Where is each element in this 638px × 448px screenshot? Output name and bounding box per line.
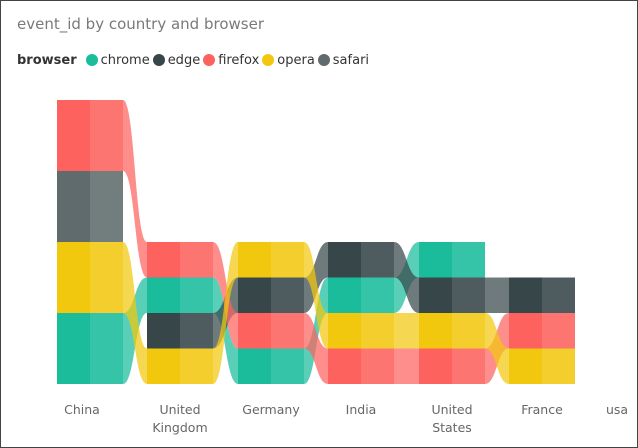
bar-segment-opera[interactable] [419,313,485,349]
ribbon-firefox[interactable] [394,348,419,385]
bar-segment-shade [271,313,304,349]
ribbon-opera[interactable] [485,313,509,384]
bar-segment-chrome[interactable] [57,313,123,384]
legend-label: firefox [218,52,260,68]
bar-segment-shade [180,348,213,384]
bar-segment-edge[interactable] [419,277,485,314]
legend-item-firefox[interactable]: firefox [203,53,259,68]
bar-segment-shade [452,313,485,349]
ribbon-opera[interactable] [123,242,147,384]
bar-segment-shade [361,242,394,278]
legend-item-safari[interactable]: safari [317,52,370,68]
bar-segment-shade [452,348,485,384]
bar-segment-shade [361,313,394,349]
legend-marker [203,54,216,66]
ribbon-layer [123,100,509,384]
bar-segment-firefox[interactable] [238,313,304,349]
bar-segment-shade [271,348,304,384]
x-tick-label-line: India [346,402,377,417]
bar-segment-chrome[interactable] [238,348,304,385]
x-tick-label: China [64,402,100,417]
bar-segment-firefox[interactable] [57,100,123,171]
bar-segment-chrome[interactable] [419,242,485,278]
bar-layer [57,100,575,384]
ribbon-edge[interactable] [485,277,509,314]
bar-segment-shade [180,277,213,313]
ribbon-edge[interactable] [394,242,419,313]
bar-segment-edge[interactable] [147,313,213,349]
bar-segment-edge[interactable] [509,277,575,314]
bar-segment-shade [90,100,123,171]
bar-segment-firefox[interactable] [147,242,213,278]
bar-segment-shade [271,242,304,278]
bar-segment-shade [90,171,123,242]
bar-segment-chrome[interactable] [147,277,213,314]
bar-segment-shade [361,277,394,313]
x-tick-label: United Kingdom [152,402,207,435]
ribbon-firefox[interactable] [304,313,328,384]
legend-title: browser [17,52,77,68]
x-tick-label-line: Kingdom [152,420,207,435]
bar-segment-firefox[interactable] [509,313,575,349]
ribbon-opera[interactable] [304,242,328,349]
x-tick-label: India [346,402,377,417]
x-tick-label-line: Germany [242,402,300,417]
bar-segment-shade [452,242,485,278]
bar-segment-opera[interactable] [57,242,123,313]
bar-segment-opera[interactable] [509,348,575,385]
legend-label: edge [167,52,201,68]
legend-label: safari [332,52,370,68]
bar-segment-chrome[interactable] [328,277,394,314]
ribbon-firefox[interactable] [123,100,147,278]
bar-segment-shade [271,277,304,313]
bar-segment-shade [542,313,575,349]
bar-segment-shade [180,313,213,349]
x-tick-label-line: China [64,402,100,417]
bar-segment-shade [542,277,575,313]
legend-marker [317,54,330,66]
bar-segment-edge[interactable] [328,242,394,278]
legend: browser chrome edge firefox opera safari [17,51,372,69]
chart-title: event_id by country and browser [17,15,264,33]
x-tick-label-line: France [521,402,563,417]
x-tick-label: United States [431,402,472,435]
x-tick-label-line: United [431,402,472,417]
legend-item-chrome[interactable]: chrome [85,52,150,68]
x-tick-label-line: States [432,420,472,435]
bar-segment-edge[interactable] [238,277,304,314]
legend-marker [152,54,165,66]
bar-segment-shade [361,348,394,384]
bar-segment-firefox[interactable] [328,348,394,385]
bar-segment-shade [90,242,123,313]
legend-item-opera[interactable]: opera [262,53,315,68]
legend-marker [85,54,98,66]
bar-segment-shade [452,277,485,313]
x-tick-label: Germany [242,402,300,417]
legend-label: chrome [100,52,150,68]
bar-segment-opera[interactable] [147,348,213,385]
legend-label: opera [277,52,315,68]
bar-segment-opera[interactable] [328,313,394,349]
bar-segment-shade [180,242,213,278]
x-axis-labels: China United Kingdom Germany India United Stat… [64,402,628,435]
x-tick-label-line: United [159,402,200,417]
legend-marker [262,54,275,66]
x-tick-label-line: usa [606,402,628,417]
bar-segment-shade [542,348,575,384]
bar-segment-shade [90,313,123,384]
bar-segment-opera[interactable] [238,242,304,278]
x-tick-label: usa [606,402,628,417]
bar-segment-firefox[interactable] [419,348,485,385]
legend-item-edge[interactable]: edge [152,52,201,68]
ribbon-opera[interactable] [394,313,419,349]
x-tick-label: France [521,402,563,417]
ribbon-opera[interactable] [213,242,238,384]
bar-segment-safari[interactable] [57,171,123,242]
